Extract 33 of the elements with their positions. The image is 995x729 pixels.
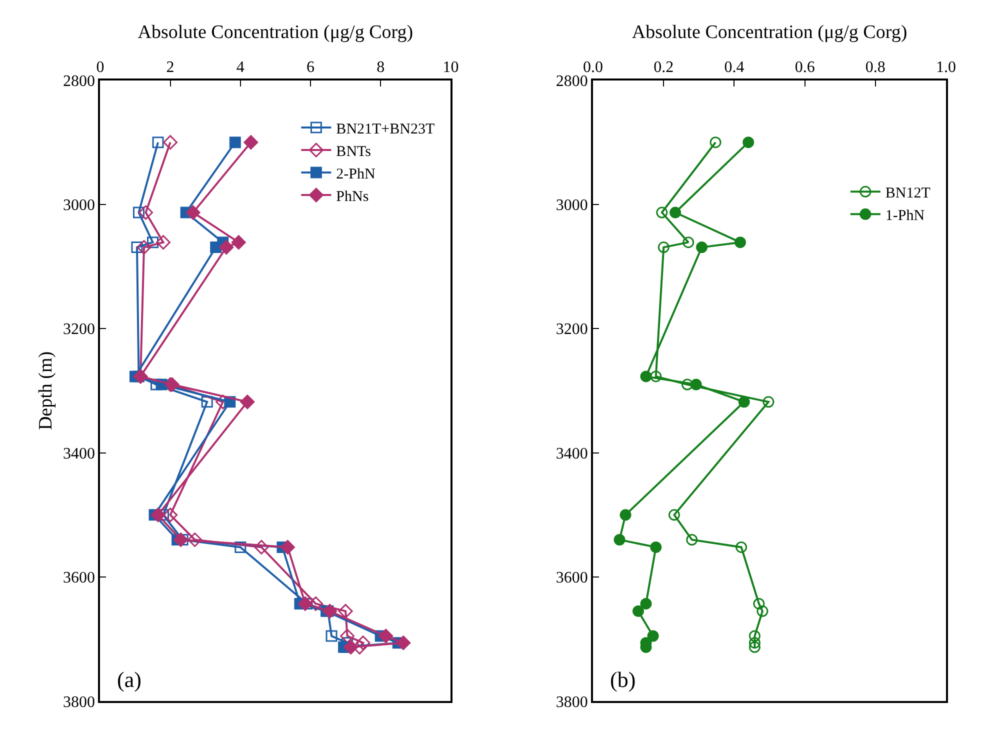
x-tick-label: 0.8 — [865, 58, 886, 76]
y-tick-label: 3200 — [62, 321, 95, 338]
y-tick-label: 3000 — [556, 197, 588, 214]
y-tick-label: 2800 — [62, 72, 95, 90]
y-tick-label: 3400 — [556, 445, 588, 462]
x-tick-label: 1.0 — [936, 58, 956, 76]
x-tick-label: 0 — [96, 58, 104, 76]
x-tick-label: 0.6 — [794, 58, 815, 76]
legend-label: BN12T — [885, 185, 930, 202]
x-tick-label: 2 — [166, 58, 174, 76]
y-tick-label: 3400 — [62, 445, 95, 462]
y-tick-label: 3000 — [62, 197, 95, 214]
x-tick-label: 4 — [236, 58, 244, 76]
y-tick-label: 3200 — [556, 321, 588, 338]
x-tick-label: 10 — [442, 58, 459, 76]
y-tick-label: 3600 — [556, 570, 588, 587]
legend-label: BN21T+BN23T — [336, 121, 435, 138]
y-tick-label: 3600 — [62, 570, 95, 587]
legend-label: 2-PhN — [336, 166, 376, 182]
annotation: (b) — [610, 667, 636, 692]
y-tick-label: 3800 — [556, 694, 588, 711]
x-tick-label: 6 — [306, 58, 314, 76]
annotation: (a) — [117, 667, 142, 692]
x-tick-label: 8 — [376, 58, 385, 76]
y-tick-label: 3800 — [62, 694, 95, 711]
y-axis-title: Depth (m) — [35, 351, 56, 430]
legend-label: PhNs — [336, 188, 369, 205]
x-tick-label: 0.2 — [654, 58, 674, 76]
legend-label: BNTs — [336, 144, 372, 160]
legend-label: 1-PhN — [885, 208, 925, 224]
x-tick-label: 0.4 — [724, 58, 744, 76]
x-axis-title: Absolute Concentration (μg/g Corg) — [138, 22, 414, 44]
x-axis-title: Absolute Concentration (μg/g Corg) — [632, 22, 908, 44]
